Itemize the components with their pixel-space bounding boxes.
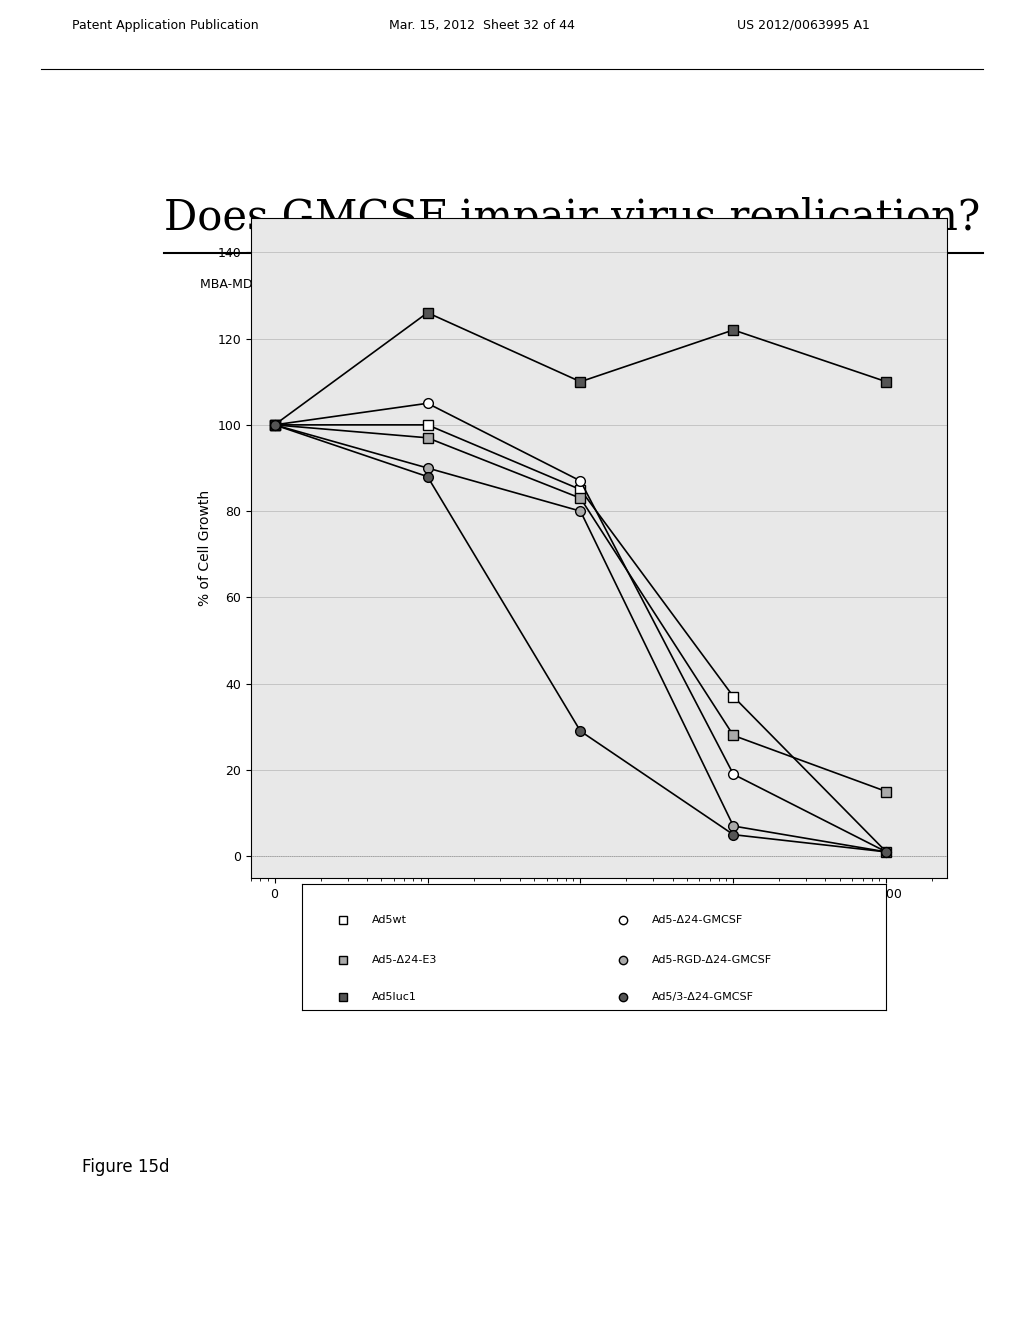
Text: Ad5-RGD-Δ24-GMCSF: Ad5-RGD-Δ24-GMCSF [652, 954, 772, 965]
Ad5-RGD-Δ24-GMCSF [881, 843, 893, 859]
Text: Mar. 15, 2012  Sheet 32 of 44: Mar. 15, 2012 Sheet 32 of 44 [389, 18, 575, 32]
Text: Ad5-Δ24-GMCSF: Ad5-Δ24-GMCSF [652, 915, 743, 924]
Text: US 2012/0063995 A1: US 2012/0063995 A1 [737, 18, 870, 32]
Ad5-Δ24-E3 [421, 430, 433, 446]
Ad5-Δ24-GMCSF [574, 473, 587, 488]
Ad5-Δ24-GMCSF [421, 396, 433, 412]
Line: Ad5wt: Ad5wt [269, 420, 891, 857]
Line: Ad5-RGD-Δ24-GMCSF: Ad5-RGD-Δ24-GMCSF [269, 420, 891, 857]
Ad5/3-Δ24-GMCSF [881, 843, 893, 859]
Line: Ad5-Δ24-E3: Ad5-Δ24-E3 [269, 420, 891, 796]
Ad5-RGD-Δ24-GMCSF [727, 818, 739, 834]
X-axis label: VP/cell: VP/cell [575, 906, 623, 920]
Ad5luc1 [421, 305, 433, 321]
Text: Ad5/3-Δ24-GMCSF: Ad5/3-Δ24-GMCSF [652, 993, 755, 1002]
Ad5/3-Δ24-GMCSF [421, 469, 433, 484]
Text: MBA-MD 436: MBA-MD 436 [200, 279, 280, 292]
Ad5luc1 [268, 417, 281, 433]
Text: Does GMCSF impair virus replication?: Does GMCSF impair virus replication? [164, 198, 980, 239]
Ad5luc1 [727, 322, 739, 338]
Text: Ad5-Δ24-E3: Ad5-Δ24-E3 [372, 954, 437, 965]
Ad5-RGD-Δ24-GMCSF [268, 417, 281, 433]
Ad5-Δ24-E3 [574, 490, 587, 506]
Ad5wt [727, 689, 739, 705]
Ad5/3-Δ24-GMCSF [574, 723, 587, 739]
Text: Ad5luc1: Ad5luc1 [372, 993, 417, 1002]
Line: Ad5-Δ24-GMCSF: Ad5-Δ24-GMCSF [269, 399, 891, 857]
Line: Ad5/3-Δ24-GMCSF: Ad5/3-Δ24-GMCSF [269, 420, 891, 857]
Ad5-Δ24-GMCSF [727, 767, 739, 783]
Ad5wt [421, 417, 433, 433]
Ad5wt [881, 843, 893, 859]
Ad5-Δ24-GMCSF [881, 843, 893, 859]
Line: Ad5luc1: Ad5luc1 [269, 308, 891, 430]
Y-axis label: % of Cell Growth: % of Cell Growth [198, 490, 212, 606]
Ad5wt [574, 482, 587, 498]
Ad5luc1 [574, 374, 587, 389]
Ad5-Δ24-E3 [881, 784, 893, 800]
Ad5wt [268, 417, 281, 433]
Text: Figure 15d: Figure 15d [82, 1158, 169, 1176]
Text: Ad5wt: Ad5wt [372, 915, 408, 924]
Text: Patent Application Publication: Patent Application Publication [72, 18, 258, 32]
Ad5/3-Δ24-GMCSF [268, 417, 281, 433]
Ad5luc1 [881, 374, 893, 389]
Ad5-RGD-Δ24-GMCSF [574, 503, 587, 519]
Ad5-Δ24-E3 [727, 727, 739, 743]
Ad5-Δ24-E3 [268, 417, 281, 433]
Ad5-RGD-Δ24-GMCSF [421, 461, 433, 477]
Ad5/3-Δ24-GMCSF [727, 826, 739, 842]
Ad5-Δ24-GMCSF [268, 417, 281, 433]
